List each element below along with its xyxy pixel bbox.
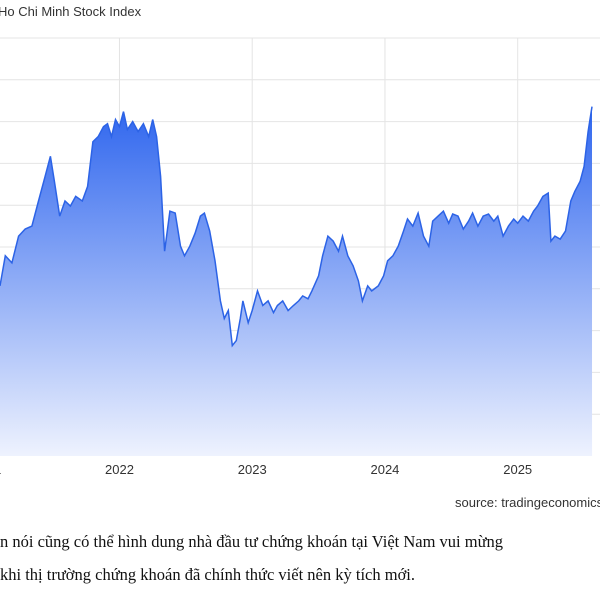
line <box>0 106 593 348</box>
x-tick-label: 2024 <box>370 462 399 477</box>
chart: Ho Chi Minh Stock Index source: tradinge… <box>0 4 600 510</box>
x-tick-label: 2025 <box>503 462 532 477</box>
source: source: tradingeconomics.com <box>455 495 600 510</box>
area <box>0 106 593 456</box>
caption-line: n nói cũng có thể hình dung nhà đầu tư c… <box>0 532 504 551</box>
chart-title: Ho Chi Minh Stock Index <box>0 4 142 19</box>
x-tick-label: 2023 <box>238 462 267 477</box>
x-tick-label: 2022 <box>105 462 134 477</box>
x-tick-label: 2021 <box>0 462 1 477</box>
caption-line: khi thị trường chứng khoán đã chính thức… <box>0 565 415 584</box>
